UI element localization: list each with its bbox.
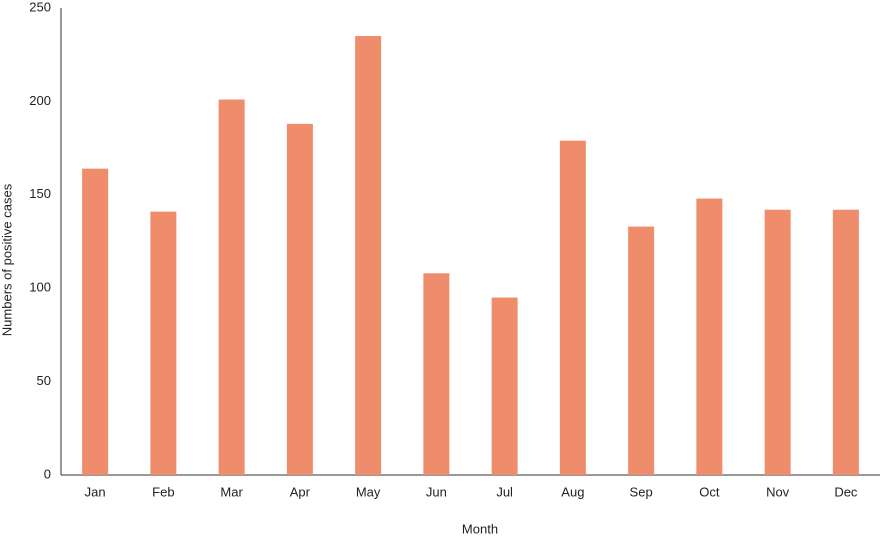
bar [491, 297, 518, 475]
y-tick-label: 50 [37, 373, 51, 388]
x-tick-label: May [356, 484, 381, 499]
bar [559, 140, 586, 476]
x-tick-label: Dec [834, 484, 858, 499]
bar [628, 226, 655, 475]
bar [150, 211, 177, 475]
y-tick-label: 200 [29, 93, 51, 108]
x-tick-label: Jan [85, 484, 106, 499]
x-tick-label: Oct [699, 484, 720, 499]
y-tick-label: 150 [29, 186, 51, 201]
bar [355, 36, 382, 476]
x-tick-label: Nov [766, 484, 790, 499]
x-tick-label: Feb [152, 484, 174, 499]
y-tick-label: 250 [29, 0, 51, 14]
x-tick-label: Aug [561, 484, 584, 499]
bar [832, 209, 859, 475]
x-tick-label: Mar [220, 484, 243, 499]
x-tick-label: Jul [496, 484, 513, 499]
bar [696, 198, 723, 475]
bar [423, 273, 450, 475]
y-axis-title: Numbers of positive cases [0, 183, 14, 336]
bar [286, 123, 313, 475]
bar [82, 168, 109, 475]
x-tick-label: Sep [630, 484, 653, 499]
y-tick-label: 100 [29, 280, 51, 295]
bar [764, 209, 791, 475]
x-tick-label: Apr [290, 484, 311, 499]
bar [218, 99, 245, 476]
y-tick-label: 0 [44, 466, 51, 481]
x-axis-title: Month [462, 521, 498, 536]
x-tick-label: Jun [426, 484, 447, 499]
